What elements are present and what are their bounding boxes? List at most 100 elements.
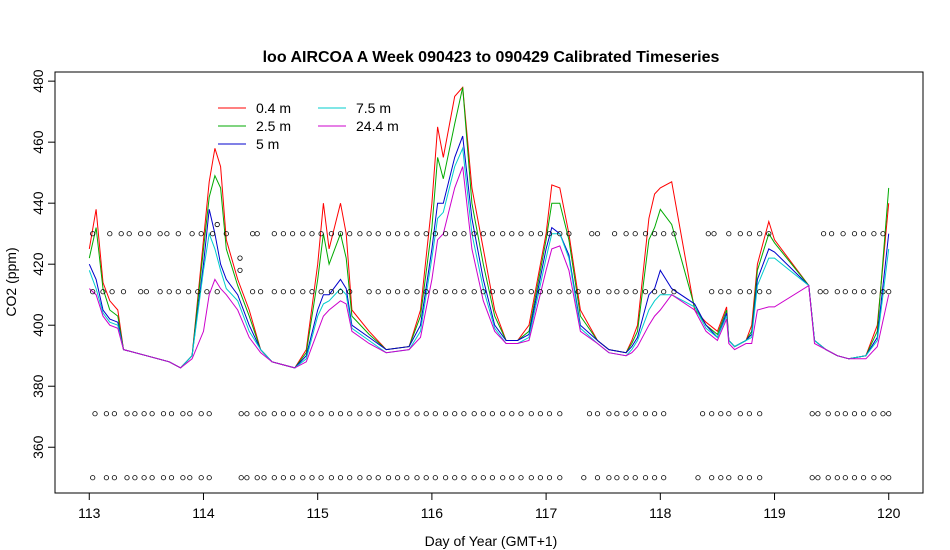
flag-marker (851, 411, 858, 417)
flag-marker (318, 411, 324, 417)
x-axis: 113 114 115 116 117 118 119 120 (78, 492, 901, 521)
legend: 0.4 m 2.5 m 5 m 7.5 m 24.4 m (218, 100, 399, 152)
flag-marker (214, 221, 220, 228)
flag-marker (337, 289, 344, 295)
flag-marker (546, 411, 553, 417)
flag-marker (606, 411, 612, 417)
y-tick-label: 480 (30, 69, 46, 93)
flag-marker (442, 289, 449, 295)
flag-marker (709, 289, 715, 295)
flag-marker (414, 475, 420, 481)
flag-marker (452, 475, 458, 481)
flag-marker (623, 231, 629, 237)
flag-marker (347, 475, 353, 481)
flag-marker (880, 475, 886, 481)
flag-marker (254, 231, 260, 237)
flag-marker (825, 475, 831, 481)
flag-marker (528, 231, 534, 237)
flag-marker (632, 411, 638, 417)
flag-marker (651, 475, 658, 481)
flag-marker (318, 475, 324, 481)
flag-marker (746, 411, 753, 417)
flag-marker (92, 411, 98, 417)
flag-marker (328, 231, 334, 237)
flag-marker (149, 475, 155, 481)
flag-marker (198, 411, 204, 417)
flag-marker (842, 411, 848, 417)
flag-marker (871, 289, 877, 295)
flag-marker (261, 411, 267, 417)
flag-marker (509, 289, 515, 295)
flag-marker (394, 411, 401, 417)
flag-marker (432, 475, 438, 481)
flag-marker (206, 411, 212, 417)
series-line-3 (88, 146, 890, 369)
flag-marker (309, 475, 315, 481)
y-axis: 360 380 400 420 440 460 480 (30, 69, 56, 459)
legend-label-3: 7.5 m (356, 100, 391, 116)
flag-marker (90, 475, 96, 481)
flag-marker (500, 475, 506, 481)
flag-marker (132, 475, 138, 481)
flag-marker (186, 289, 192, 295)
flag-marker (328, 475, 334, 481)
flag-marker (309, 411, 315, 417)
flag-marker (661, 475, 667, 481)
flag-marker (280, 231, 286, 237)
flag-marker (834, 475, 840, 481)
flag-marker (623, 289, 629, 295)
flag-marker (726, 411, 732, 417)
flag-marker (614, 475, 620, 481)
flag-marker (480, 289, 486, 295)
flag-marker (187, 475, 193, 481)
flag-marker (168, 411, 175, 417)
flag-marker (518, 411, 524, 417)
flag-marker (124, 411, 130, 417)
flag-marker (566, 231, 572, 237)
series-line-4 (88, 166, 890, 369)
flag-marker (442, 475, 449, 481)
flag-marker (726, 231, 732, 237)
flag-marker (851, 289, 858, 295)
flag-marker (244, 475, 250, 481)
flag-marker (132, 411, 138, 417)
x-tick-label: 114 (192, 505, 215, 521)
flag-marker (671, 289, 677, 295)
flag-marker (718, 475, 724, 481)
flag-marker (452, 231, 458, 237)
flag-marker (518, 231, 524, 237)
flag-marker (500, 411, 506, 417)
flag-marker (614, 411, 620, 417)
flag-marker (860, 289, 867, 295)
flag-marker (709, 475, 715, 481)
flag-marker (537, 475, 544, 481)
flag-marker (471, 231, 477, 237)
flag-marker (851, 231, 858, 237)
flag-marker (237, 255, 243, 261)
flag-marker (175, 231, 181, 237)
legend-label-1: 2.5 m (256, 118, 291, 134)
flag-marker (254, 475, 260, 481)
flag-marker (509, 475, 515, 481)
flag-marker (757, 411, 763, 417)
flag-marker (300, 411, 306, 417)
flag-marker (718, 411, 724, 417)
flag-marker (347, 231, 353, 237)
flag-marker (198, 231, 204, 237)
flag-marker (404, 411, 410, 417)
flag-marker (480, 475, 486, 481)
flag-marker (328, 411, 334, 417)
flag-marker (404, 289, 410, 295)
flag-marker (423, 231, 429, 237)
flag-marker (581, 475, 587, 481)
flag-marker (815, 411, 821, 417)
flag-marker (238, 411, 244, 417)
flag-marker (238, 475, 244, 481)
flag-marker (886, 475, 892, 481)
flag-marker (146, 231, 152, 237)
flag-marker (623, 475, 629, 481)
x-tick-label: 113 (78, 505, 101, 521)
flag-marker (537, 231, 544, 237)
flag-marker (250, 231, 256, 237)
flag-marker (737, 231, 743, 237)
